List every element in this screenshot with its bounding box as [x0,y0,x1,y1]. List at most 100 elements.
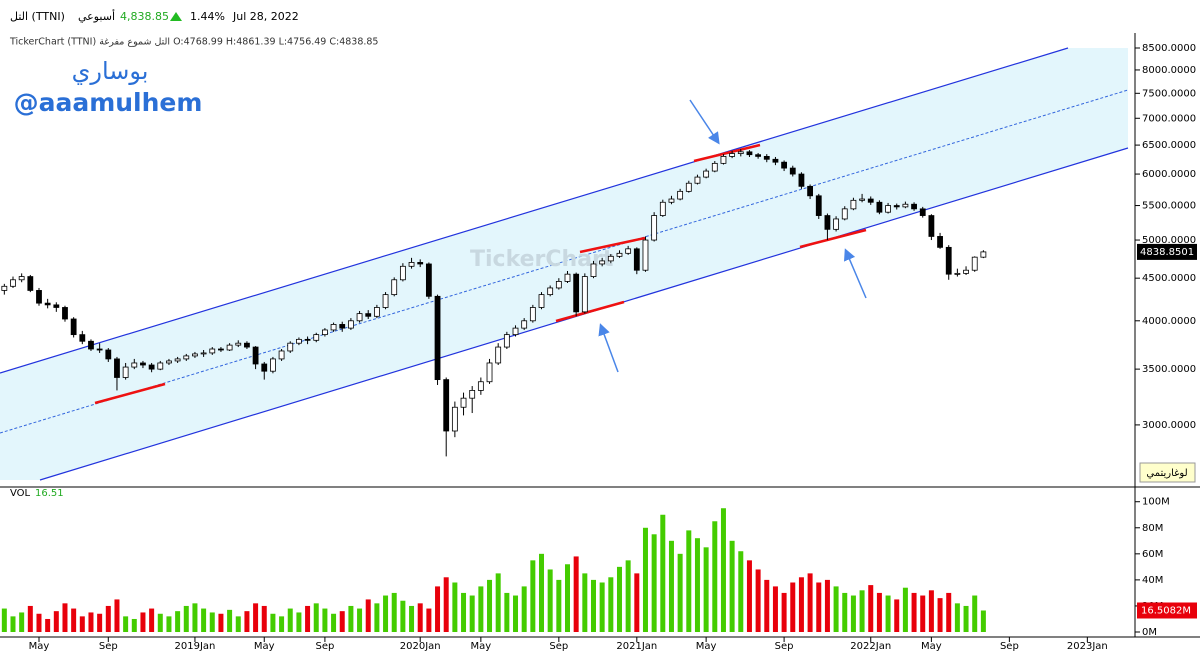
vol-title: VOL [10,488,31,499]
volume-bar [469,595,475,632]
volume-bar [920,595,926,632]
volume-bar [582,573,588,632]
volume-bar [201,608,207,632]
candle-body [218,348,224,351]
candle-body [313,334,320,341]
volume-bar [313,603,319,632]
candle-body [469,390,476,399]
volume-bar [798,577,804,632]
volume-bar [71,608,77,632]
candle-body [911,203,917,210]
candle-body [27,276,34,291]
candle-body [980,251,987,258]
volume-bar [175,611,181,632]
candle-body [703,170,710,178]
y-tick-label: 4500.0000 [1142,273,1196,284]
volume-bar [530,560,536,632]
candle-body [425,263,432,297]
volume-bar [123,616,129,632]
up-arrow [170,12,182,21]
volume-bar [409,605,415,632]
candle-body [772,158,779,163]
last-price-label: 4838.8501 [1140,247,1194,258]
ohlc-info: TickerChart (TTNI) التل شموع مفرغة O:476… [9,37,378,48]
last-volume-label: 16.5082M [1141,605,1191,616]
scale-button[interactable] [1139,462,1196,483]
x-tick-label: 2022Jan [850,641,891,652]
candle-body [685,182,692,192]
volume-bar [842,592,848,632]
volume-bar [573,556,579,632]
candle-body [157,362,164,370]
volume-bar [746,560,752,632]
volume-bar [755,569,761,632]
candle-body [148,364,155,370]
header-bg [0,0,1200,33]
candle-body [122,366,129,378]
volume-bar [668,540,674,632]
candle-body [763,156,770,160]
volume-bar [97,613,103,632]
scale-button-label[interactable]: لوغاريتمي [1146,468,1187,479]
vol-tick-label: 0M [1142,627,1157,638]
author-handle: @aaamulhem [14,88,203,117]
y-tick-label: 7000.0000 [1142,113,1196,124]
candle-body [200,352,207,355]
volume-bar [712,521,718,632]
candle-body [711,162,718,172]
volume-bar [331,613,337,632]
volume-bar [478,586,484,632]
candle-body [668,198,675,203]
y-tick-label: 6000.0000 [1142,169,1196,180]
volume-bar [149,608,155,632]
volume-bar [937,598,943,632]
candle-body [633,248,640,271]
candle-body [96,348,103,351]
price: 4,838.85 [120,10,169,23]
candle-body [659,201,666,216]
volume-bar [859,590,865,632]
candle-body [798,173,805,187]
candle-body [885,205,891,213]
symbol: التل (TTNI) [10,10,65,23]
arrows [598,99,867,373]
candle-body [876,201,883,213]
date: Jul 28, 2022 [232,10,299,23]
candle-body [625,248,632,254]
candle-body [893,205,900,208]
candle-body [954,272,961,275]
volume-bar [868,585,874,632]
volume-bar [694,538,700,632]
candle-body [486,362,493,383]
candle-body [382,294,389,308]
candle-body [278,350,285,360]
x-tick-label: 2020Jan [400,641,441,652]
y-tick-label: 3500.0000 [1142,364,1196,375]
period: أسبوعي [78,9,115,23]
volume-bar [426,608,432,632]
candle-body [547,287,554,296]
volume-bar [88,612,94,632]
x-tick-label: May [471,641,492,652]
volume-bar [772,586,778,632]
y-tick-label: 8500.0000 [1142,43,1196,54]
volume-bar [590,579,596,632]
x-tick-label: Sep [1000,641,1019,652]
volume-bar [244,611,250,632]
volume-bar [157,613,163,632]
candle-body [460,397,467,408]
volume-bar [703,547,709,632]
volume-bar [45,618,51,632]
candle-body [235,342,242,346]
candle-body [573,273,580,313]
candle-body [209,348,216,354]
volume-bar [218,613,224,632]
candle-body [503,334,510,348]
volume-bar [824,579,830,632]
volume-bar [166,616,172,632]
candle-body [183,355,190,360]
candle-body [434,295,441,381]
volume-bar [686,530,692,632]
candle-body [755,154,762,157]
x-tick-label: Sep [99,641,118,652]
